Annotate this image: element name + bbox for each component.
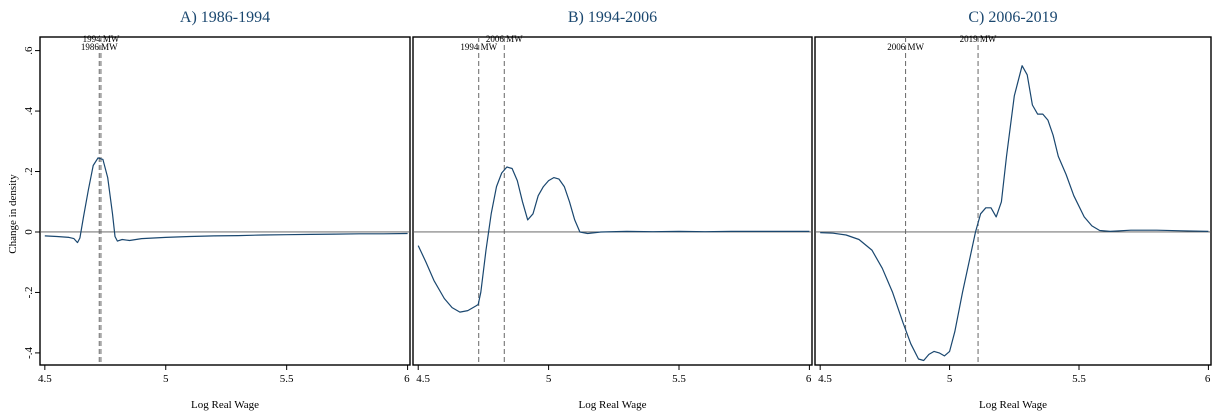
- y-tick-label: .4: [23, 106, 35, 115]
- mw-label: 1994 MW: [83, 34, 120, 44]
- panel-title: A) 1986-1994: [180, 9, 270, 26]
- x-tick-label: 4.5: [38, 373, 52, 385]
- density-change-line: [44, 157, 408, 244]
- x-tick-label: 5.5: [672, 373, 686, 385]
- panel-title: B) 1994-2006: [568, 9, 657, 26]
- x-axis-label: Log Real Wage: [191, 399, 259, 411]
- plot-frame: [412, 36, 813, 366]
- mw-label: 1994 MW: [460, 42, 497, 52]
- density-change-line: [417, 166, 810, 313]
- x-axis-label: Log Real Wage: [979, 399, 1047, 411]
- y-tick-label: .6: [23, 46, 35, 55]
- mw-label: 2019 MW: [960, 34, 997, 44]
- x-tick-label: 6: [1205, 373, 1211, 385]
- mw-label: 1986 MW: [81, 42, 118, 52]
- y-tick-label: .2: [23, 167, 35, 175]
- y-tick-label: -.2: [23, 286, 35, 298]
- y-tick-label: 0: [23, 229, 35, 235]
- x-axis-label: Log Real Wage: [579, 399, 647, 411]
- plot-frame: [39, 36, 411, 366]
- panel-3: C) 2006-2019 2019 MW 2006 MW 4.5 5 5.5 6 Log Re…: [814, 9, 1212, 411]
- x-tick-label: 4.5: [416, 373, 430, 385]
- density-change-line: [820, 65, 1209, 362]
- y-axis-label: Change in density: [7, 174, 19, 254]
- y-tick-label: -.4: [23, 346, 35, 358]
- x-tick-label: 6: [404, 373, 410, 385]
- x-tick-label: 5.5: [280, 373, 294, 385]
- panel-title: C) 2006-2019: [968, 9, 1057, 26]
- x-tick-label: 5.5: [1072, 373, 1086, 385]
- plot-frame: [814, 36, 1212, 366]
- x-tick-label: 4.5: [818, 373, 832, 385]
- mw-label: 2006 MW: [486, 34, 523, 44]
- x-tick-label: 5: [546, 373, 552, 385]
- x-tick-label: 5: [947, 373, 953, 385]
- x-tick-label: 5: [163, 373, 169, 385]
- mw-label: 2006 MW: [887, 42, 924, 52]
- x-tick-label: 6: [806, 373, 812, 385]
